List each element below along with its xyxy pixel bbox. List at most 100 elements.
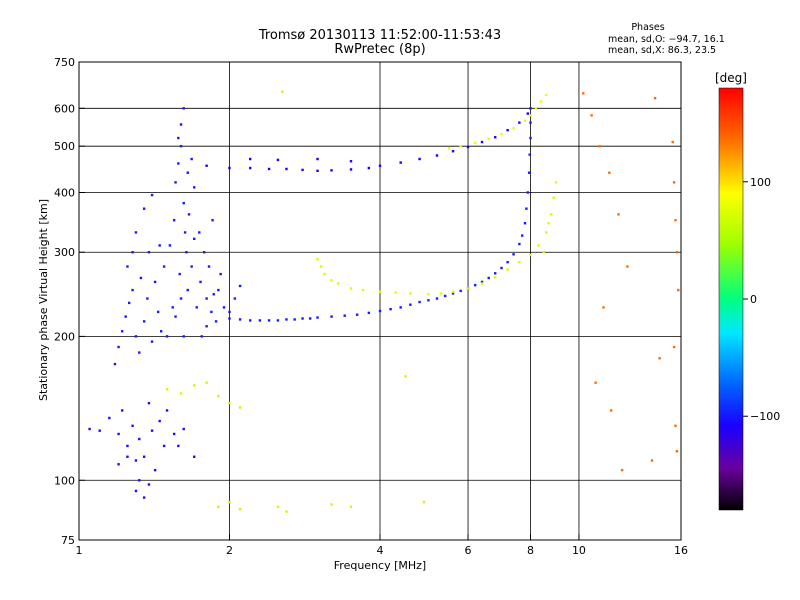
data-point: [248, 166, 252, 170]
data-point: [547, 222, 550, 225]
data-point: [500, 132, 503, 136]
data-point: [168, 244, 172, 247]
data-point: [183, 231, 187, 234]
data-point: [228, 401, 231, 405]
data-point: [162, 444, 166, 448]
colorbar: [718, 87, 744, 511]
data-point: [316, 169, 319, 173]
data-point: [617, 213, 620, 216]
data-point: [378, 164, 382, 167]
chart-title: Tromsø 20130113 11:52:00-11:53:43: [258, 28, 501, 43]
data-point: [675, 450, 679, 453]
data-point: [526, 112, 529, 115]
data-point: [443, 294, 447, 298]
data-point: [187, 213, 191, 216]
data-point: [131, 424, 134, 428]
x-axis: 1 2 4 6 8 10 16: [76, 534, 688, 557]
data-point: [554, 181, 558, 184]
data-point: [142, 496, 146, 499]
data-point: [608, 171, 611, 174]
data-point: [545, 93, 548, 97]
colorbar-tick-label: 100: [750, 176, 771, 189]
y-tick-label: 400: [54, 186, 75, 199]
data-point: [238, 406, 242, 409]
data-point: [178, 272, 181, 276]
data-point: [459, 144, 462, 148]
data-point: [526, 191, 529, 194]
data-point: [182, 107, 185, 110]
colorbar-tick-label: −100: [750, 410, 780, 423]
data-point: [677, 288, 680, 292]
data-point: [367, 166, 371, 170]
data-points: [88, 90, 680, 513]
data-point: [527, 171, 531, 174]
data-point: [214, 320, 218, 323]
data-point: [439, 292, 443, 295]
data-point: [418, 300, 421, 304]
y-tick-label: 600: [54, 102, 75, 115]
data-point: [134, 459, 138, 462]
data-point: [88, 427, 91, 431]
data-point: [521, 234, 524, 237]
data-point: [650, 459, 654, 462]
data-point: [276, 158, 280, 162]
data-point: [138, 479, 141, 482]
data-point: [212, 293, 215, 296]
data-point: [602, 306, 605, 309]
data-point: [494, 136, 497, 139]
data-point: [349, 505, 353, 509]
data-point: [142, 207, 146, 210]
data-point: [98, 429, 101, 432]
data-point: [330, 315, 333, 318]
data-point: [459, 289, 462, 293]
data-point: [158, 244, 161, 247]
data-point: [308, 317, 312, 320]
data-point: [120, 409, 124, 412]
data-point: [120, 330, 124, 333]
data-point: [134, 489, 138, 493]
data-point: [399, 161, 402, 164]
chart-subtitle: RwPretec (8p): [334, 42, 425, 57]
data-point: [146, 297, 149, 300]
data-point: [233, 297, 237, 300]
data-point: [512, 253, 515, 256]
data-point: [539, 100, 543, 103]
data-point: [394, 291, 397, 294]
data-point: [217, 505, 220, 509]
data-point: [518, 260, 521, 264]
legend-line-o: mean, sd,O: −94.7, 16.1: [608, 34, 725, 45]
data-point: [293, 318, 296, 321]
data-point: [494, 272, 497, 275]
data-point: [361, 288, 365, 292]
data-point: [466, 145, 470, 149]
data-point: [534, 107, 538, 110]
y-tick-label: 300: [54, 246, 75, 259]
data-point: [451, 150, 455, 153]
data-point: [117, 463, 120, 466]
y-tick-label: 75: [61, 534, 75, 547]
data-point: [506, 260, 509, 264]
data-point: [316, 157, 319, 161]
data-point: [228, 500, 231, 504]
data-point: [193, 384, 196, 387]
x-tick-label: 10: [572, 544, 586, 557]
data-point: [594, 381, 597, 384]
data-point: [150, 193, 154, 197]
data-point: [205, 164, 208, 167]
data-point: [205, 325, 208, 328]
data-point: [205, 297, 208, 300]
data-point: [210, 310, 213, 314]
data-point: [179, 144, 183, 148]
colorbar-tick-label: 0: [750, 293, 757, 306]
data-point: [409, 303, 412, 306]
data-point: [674, 424, 677, 428]
data-point: [337, 282, 340, 285]
data-point: [200, 335, 203, 338]
data-point: [549, 213, 553, 216]
data-point: [165, 388, 169, 391]
data-point: [330, 279, 333, 282]
data-point: [195, 306, 198, 309]
data-point: [228, 166, 231, 170]
data-point: [620, 468, 624, 472]
